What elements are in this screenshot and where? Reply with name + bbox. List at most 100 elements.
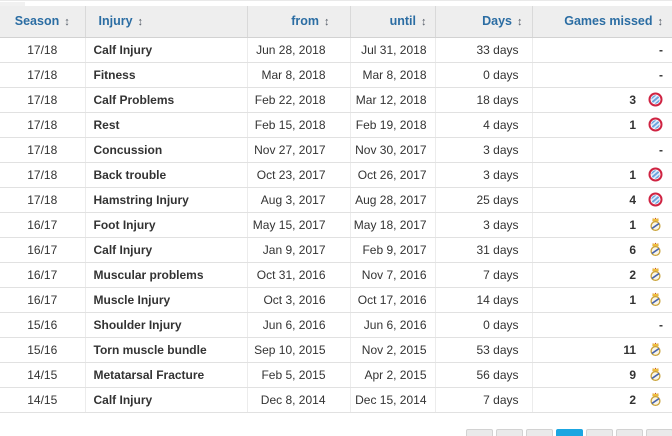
season-cell: 16/17: [0, 262, 85, 288]
header-label: Games missed: [564, 14, 653, 29]
column-header-until[interactable]: until ↕: [349, 6, 435, 38]
injury-cell: Muscular problems: [84, 262, 247, 288]
column-header-season[interactable]: Season ↕: [0, 6, 85, 38]
top-edge-fragment: [0, 2, 25, 6]
season-cell: 16/17: [0, 212, 85, 238]
sort-icon[interactable]: ↕: [324, 16, 330, 29]
pagination-button[interactable]: [556, 429, 583, 436]
real-madrid-crest-icon[interactable]: [648, 267, 663, 282]
games-missed-value: 1: [629, 117, 636, 132]
pagination-button[interactable]: [646, 429, 672, 436]
season-cell: 16/17: [0, 237, 85, 263]
days-cell: 53 days: [434, 337, 532, 363]
table-row: 16/17 Muscle Injury Oct 3, 2016 Oct 17, …: [0, 287, 672, 313]
days-cell: 3 days: [434, 137, 532, 163]
from-date-cell: Feb 5, 2015: [246, 362, 350, 388]
until-date-cell: Nov 7, 2016: [349, 262, 435, 288]
from-date-cell: Feb 22, 2018: [246, 87, 350, 113]
table-row: 17/18 Back trouble Oct 23, 2017 Oct 26, …: [0, 162, 672, 188]
pagination-button[interactable]: [616, 429, 643, 436]
season-cell: 17/18: [0, 162, 85, 188]
season-cell: 17/18: [0, 187, 85, 213]
season-cell: 14/15: [0, 362, 85, 388]
until-date-cell: Nov 30, 2017: [349, 137, 435, 163]
games-missed-cell: 1: [531, 162, 672, 188]
sort-icon[interactable]: ↕: [137, 16, 144, 29]
bayern-munich-crest-icon[interactable]: [648, 92, 663, 107]
pagination-button[interactable]: [466, 429, 493, 436]
until-date-cell: Mar 8, 2018: [349, 62, 435, 88]
from-date-cell: Dec 8, 2014: [246, 387, 350, 413]
injury-cell: Foot Injury: [84, 212, 247, 238]
table-row: 14/15 Calf Injury Dec 8, 2014 Dec 15, 20…: [0, 387, 672, 413]
injury-cell: Fitness: [84, 62, 247, 88]
until-date-cell: Apr 2, 2015: [349, 362, 435, 388]
games-missed-value: 1: [629, 217, 636, 232]
real-madrid-crest-icon[interactable]: [648, 217, 663, 232]
pagination-button[interactable]: [526, 429, 553, 436]
sort-icon[interactable]: ↕: [64, 16, 70, 29]
until-date-cell: Mar 12, 2018: [349, 87, 435, 113]
real-madrid-crest-icon[interactable]: [648, 242, 663, 257]
table-row: 16/17 Foot Injury May 15, 2017 May 18, 2…: [0, 212, 672, 238]
bayern-munich-crest-icon[interactable]: [648, 117, 663, 132]
header-label: Injury: [98, 14, 133, 29]
column-header-injury[interactable]: Injury ↕: [84, 6, 247, 38]
season-cell: 17/18: [0, 62, 85, 88]
injury-cell: Calf Injury: [84, 37, 247, 63]
pagination-button[interactable]: [586, 429, 613, 436]
injury-cell: Rest: [84, 112, 247, 138]
sort-icon[interactable]: ↕: [517, 16, 523, 29]
bayern-munich-crest-icon[interactable]: [648, 192, 663, 207]
games-missed-cell: 3: [531, 87, 672, 113]
header-label: Days: [482, 14, 512, 29]
games-missed-value: 4: [629, 192, 636, 207]
from-date-cell: Jun 28, 2018: [246, 37, 350, 63]
column-header-days[interactable]: Days ↕: [434, 6, 532, 38]
days-cell: 56 days: [434, 362, 532, 388]
games-missed-cell: 1: [531, 212, 672, 238]
header-label: until: [389, 14, 416, 29]
table-row: 17/18 Calf Problems Feb 22, 2018 Mar 12,…: [0, 87, 672, 113]
until-date-cell: Oct 26, 2017: [349, 162, 435, 188]
games-missed-value: 6: [629, 242, 636, 257]
games-missed-value: 11: [623, 342, 636, 357]
sort-icon[interactable]: ↕: [421, 16, 427, 29]
days-cell: 4 days: [434, 112, 532, 138]
real-madrid-crest-icon[interactable]: [648, 292, 663, 307]
injury-cell: Torn muscle bundle: [84, 337, 247, 363]
from-date-cell: Jun 6, 2016: [246, 312, 350, 338]
real-madrid-crest-icon[interactable]: [648, 392, 663, 407]
days-cell: 3 days: [434, 212, 532, 238]
header-label: Season: [14, 14, 60, 29]
days-cell: 7 days: [434, 262, 532, 288]
until-date-cell: Jun 6, 2016: [349, 312, 435, 338]
injury-table: Season ↕ Injury ↕ from ↕ until ↕ Days ↕ Games…: [0, 6, 672, 413]
games-missed-value: 9: [629, 367, 636, 382]
injury-cell: Calf Problems: [84, 87, 247, 113]
games-missed-cell: 2: [531, 387, 672, 413]
table-row: 15/16 Torn muscle bundle Sep 10, 2015 No…: [0, 337, 672, 363]
days-cell: 18 days: [434, 87, 532, 113]
real-madrid-crest-icon[interactable]: [648, 342, 663, 357]
days-cell: 0 days: [434, 62, 532, 88]
games-missed-cell: 6: [531, 237, 672, 263]
real-madrid-crest-icon[interactable]: [648, 367, 663, 382]
until-date-cell: Feb 9, 2017: [349, 237, 435, 263]
pagination: [466, 429, 672, 436]
games-missed-cell: -: [531, 137, 672, 163]
from-date-cell: Oct 31, 2016: [246, 262, 350, 288]
column-header-from[interactable]: from ↕: [246, 6, 350, 38]
sort-icon[interactable]: ↕: [657, 16, 664, 29]
days-cell: 14 days: [434, 287, 532, 313]
from-date-cell: May 15, 2017: [246, 212, 350, 238]
until-date-cell: Aug 28, 2017: [349, 187, 435, 213]
games-missed-value: 1: [629, 292, 636, 307]
until-date-cell: May 18, 2017: [349, 212, 435, 238]
injury-cell: Back trouble: [84, 162, 247, 188]
column-header-games-missed[interactable]: Games missed ↕: [531, 6, 672, 38]
table-row: 16/17 Muscular problems Oct 31, 2016 Nov…: [0, 262, 672, 288]
pagination-button[interactable]: [496, 429, 523, 436]
bayern-munich-crest-icon[interactable]: [648, 167, 663, 182]
